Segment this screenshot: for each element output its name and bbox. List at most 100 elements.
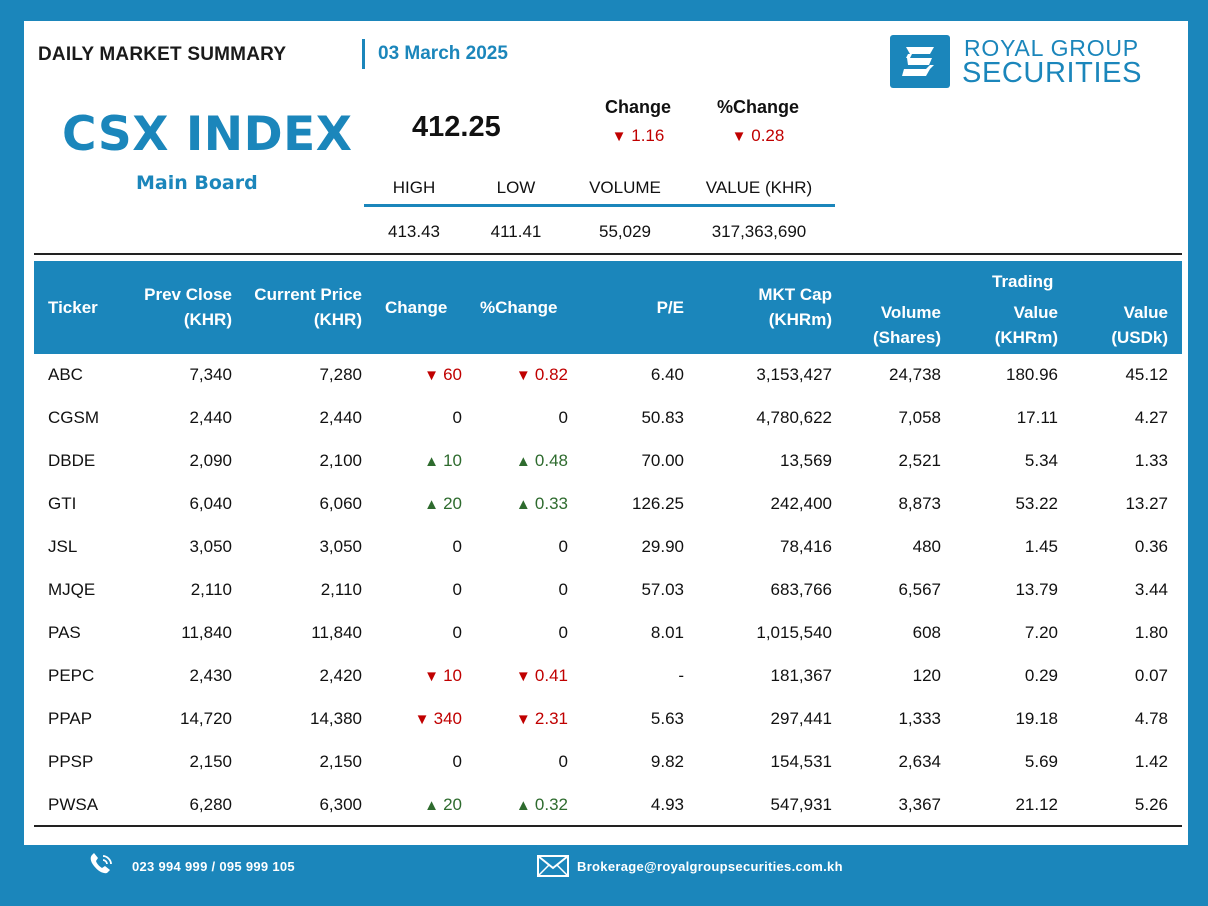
stat-value-volume: 55,029 — [599, 222, 651, 241]
cell-pct-change: 0 — [558, 408, 568, 427]
cell-pe: 5.63 — [650, 709, 684, 728]
table-header: Ticker Prev Close (KHR) Current Price (K… — [34, 261, 1182, 354]
cell-ticker: PPSP — [48, 752, 94, 771]
cell-prev-close: 7,340 — [189, 365, 232, 384]
cell-change: 0 — [452, 580, 462, 599]
company-logo: ROYAL GROUP SECURITIES — [890, 34, 1166, 90]
cell-volume: 480 — [912, 537, 941, 556]
cell-change: 0 — [452, 408, 462, 427]
cell-change: 0 — [452, 537, 462, 556]
cell-pct-change: ▼ 0.41 — [515, 666, 568, 685]
cell-value-usd: 4.78 — [1134, 709, 1168, 728]
cell-change: 0 — [452, 623, 462, 642]
cell-pe: 126.25 — [632, 494, 684, 513]
table-row: MJQE 2,110 2,110 0 0 57.03 683,766 6,567 13.79 3.… — [34, 569, 1182, 612]
down-triangle-icon: ▼ — [515, 668, 535, 685]
col-current-price: Current Price (KHR) — [254, 285, 362, 329]
cell-pct-change: 0 — [558, 623, 568, 642]
cell-prev-close: 2,090 — [189, 451, 232, 470]
stat-underline — [364, 204, 835, 207]
report-date: 03 March 2025 — [378, 43, 508, 64]
cell-ticker: PAS — [48, 623, 81, 642]
cell-value-usd: 45.12 — [1125, 365, 1168, 384]
cell-mkt-cap: 4,780,622 — [756, 408, 832, 427]
cell-pe: 50.83 — [641, 408, 684, 427]
col-prev-close: Prev Close (KHR) — [144, 285, 232, 329]
cell-current-price: 2,440 — [319, 408, 362, 427]
cell-prev-close: 14,720 — [180, 709, 232, 728]
board-name: Main Board — [136, 172, 258, 194]
cell-current-price: 2,100 — [319, 451, 362, 470]
cell-value-khr: 21.12 — [1015, 795, 1058, 814]
table-row: ABC 7,340 7,280 ▼ 60 ▼ 0.82 6.40 3,153,427 24,7… — [34, 354, 1182, 397]
cell-value-usd: 1.42 — [1134, 752, 1168, 771]
down-triangle-icon: ▼ — [424, 668, 444, 685]
cell-ticker: DBDE — [48, 451, 96, 470]
page-title: DAILY MARKET SUMMARY — [38, 44, 287, 65]
stat-header-volume: VOLUME — [589, 178, 661, 197]
up-triangle-icon: ▲ — [515, 797, 535, 814]
cell-pct-change: 0 — [558, 752, 568, 771]
down-triangle-icon: ▼ — [515, 367, 535, 384]
stat-value-value: 317,363,690 — [711, 222, 807, 241]
cell-value-khr: 0.29 — [1024, 666, 1058, 685]
cell-change: ▼ 60 — [424, 365, 462, 384]
table-row: CGSM 2,440 2,440 0 0 50.83 4,780,622 7,058 17.11… — [34, 397, 1182, 440]
cell-pe: 6.40 — [650, 365, 684, 384]
cell-mkt-cap: 154,531 — [770, 752, 832, 771]
cell-mkt-cap: 547,931 — [770, 795, 832, 814]
cell-volume: 2,521 — [898, 451, 941, 470]
up-triangle-icon: ▲ — [515, 496, 535, 513]
index-value: 412.25 — [412, 111, 501, 143]
down-triangle-icon: ▼ — [515, 711, 535, 728]
cell-value-usd: 4.27 — [1134, 408, 1168, 427]
cell-ticker: MJQE — [48, 580, 96, 599]
cell-volume: 8,873 — [898, 494, 941, 513]
cell-mkt-cap: 181,367 — [770, 666, 832, 685]
cell-ticker: PPAP — [48, 709, 93, 728]
cell-ticker: CGSM — [48, 408, 99, 427]
cell-prev-close: 2,440 — [189, 408, 232, 427]
logo-text-line2: SECURITIES — [962, 57, 1143, 89]
col-pct-change: %Change — [480, 298, 558, 317]
table-row: PWSA 6,280 6,300 ▲ 20 ▲ 0.32 4.93 547,931 3,367… — [34, 784, 1182, 827]
cell-ticker: JSL — [48, 537, 78, 556]
index-name: CSX INDEX — [62, 107, 353, 162]
logo-mark-icon — [890, 35, 950, 88]
cell-change: ▲ 20 — [424, 494, 462, 513]
cell-mkt-cap: 1,015,540 — [756, 623, 832, 642]
cell-pe: 29.90 — [641, 537, 684, 556]
cell-prev-close: 2,150 — [189, 752, 232, 771]
cell-mkt-cap: 297,441 — [770, 709, 832, 728]
cell-value-usd: 0.36 — [1134, 537, 1168, 556]
index-pct-change-value: ▼ 0.28 — [731, 126, 785, 145]
up-triangle-icon: ▲ — [424, 496, 444, 513]
table-row: PAS 11,840 11,840 0 0 8.01 1,015,540 608 7.20 1.8… — [34, 612, 1182, 655]
title-divider — [362, 39, 365, 69]
email-address: Brokerage@royalgroupsecurities.com.kh — [577, 859, 843, 874]
cell-value-usd: 13.27 — [1125, 494, 1168, 513]
cell-volume: 24,738 — [889, 365, 941, 384]
col-mkt-cap: MKT Cap (KHRm) — [758, 285, 832, 329]
cell-value-khr: 13.79 — [1015, 580, 1058, 599]
cell-pe: 57.03 — [641, 580, 684, 599]
cell-change: ▼ 10 — [424, 666, 462, 685]
table-row: DBDE 2,090 2,100 ▲ 10 ▲ 0.48 70.00 13,569 2,521… — [34, 440, 1182, 483]
cell-volume: 608 — [912, 623, 941, 642]
col-ticker: Ticker — [48, 298, 98, 317]
col-change: Change — [385, 298, 448, 317]
cell-ticker: PWSA — [48, 795, 99, 814]
cell-value-khr: 53.22 — [1015, 494, 1058, 513]
index-change-value: ▼ 1.16 — [611, 126, 665, 145]
cell-volume: 1,333 — [898, 709, 941, 728]
table-row: PEPC 2,430 2,420 ▼ 10 ▼ 0.41 - 181,367 120 0.29 0… — [34, 655, 1182, 698]
cell-current-price: 2,110 — [320, 580, 362, 599]
up-triangle-icon: ▲ — [515, 453, 535, 470]
stat-header-value: VALUE (KHR) — [705, 178, 813, 197]
cell-value-khr: 7.20 — [1024, 623, 1058, 642]
cell-pe: 8.01 — [650, 623, 684, 642]
cell-pct-change: ▼ 0.82 — [515, 365, 568, 384]
section-divider — [34, 253, 1182, 255]
index-pct-change-label: %Change — [716, 97, 799, 117]
phone-icon — [88, 852, 116, 876]
